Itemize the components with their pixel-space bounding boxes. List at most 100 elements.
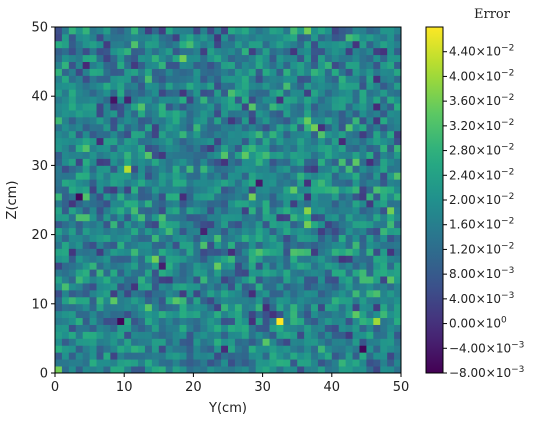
heatmap-cell — [283, 310, 291, 319]
heatmap-cell — [179, 47, 187, 56]
heatmap-cell — [151, 338, 160, 346]
heatmap-cell — [394, 241, 402, 249]
heatmap-cell — [331, 33, 340, 42]
heatmap-cell — [262, 227, 270, 235]
heatmap-cell — [193, 27, 201, 35]
heatmap-cell — [311, 234, 319, 242]
heatmap-cell — [338, 61, 347, 69]
heatmap-cell — [352, 213, 360, 222]
heatmap-cell — [144, 61, 153, 69]
heatmap-cell — [131, 179, 139, 187]
heatmap-cell — [262, 116, 270, 125]
heatmap-cell — [234, 303, 243, 312]
y-tick-label: 40 — [31, 90, 48, 105]
heatmap-cell — [359, 33, 367, 42]
heatmap-cell — [82, 103, 90, 111]
heatmap-cell — [186, 248, 194, 256]
heatmap-cell — [331, 283, 340, 291]
heatmap-cell — [234, 296, 243, 305]
heatmap-cell — [324, 283, 333, 291]
heatmap-cell — [200, 310, 208, 319]
heatmap-cell — [269, 283, 277, 291]
heatmap-cell — [380, 227, 388, 235]
heatmap-cell — [207, 289, 215, 298]
heatmap-cell — [158, 151, 167, 159]
heatmap-cell — [82, 82, 90, 90]
heatmap-cell — [68, 200, 77, 208]
heatmap-cell — [221, 137, 229, 146]
heatmap-cell — [324, 303, 333, 312]
heatmap-cell — [193, 310, 201, 319]
heatmap-cell — [228, 68, 236, 76]
heatmap-cell — [255, 227, 263, 235]
heatmap-cell — [228, 276, 236, 284]
heatmap-cell — [234, 352, 243, 360]
heatmap-cell — [144, 303, 153, 312]
heatmap-cell — [186, 33, 194, 42]
heatmap-cell — [262, 82, 270, 90]
heatmap-cell — [131, 359, 139, 367]
heatmap-cell — [366, 262, 374, 270]
heatmap-cell — [311, 310, 319, 319]
heatmap-cell — [276, 144, 284, 152]
heatmap-cell — [234, 61, 243, 69]
colorbar-tick-label: −4.00×10−3 — [449, 340, 524, 355]
heatmap-cell — [82, 172, 90, 180]
heatmap-cell — [304, 262, 312, 270]
plot-frame — [54, 26, 402, 374]
heatmap-cell — [276, 130, 284, 139]
heatmap-cell — [359, 27, 367, 35]
heatmap-cell — [124, 172, 132, 180]
heatmap-cell — [55, 283, 63, 291]
heatmap-cell — [186, 310, 194, 319]
heatmap-cell — [366, 172, 374, 180]
heatmap-cell — [283, 193, 291, 201]
heatmap-cell — [269, 193, 277, 201]
heatmap-cell — [200, 338, 208, 346]
heatmap-cell — [138, 40, 146, 49]
heatmap-cell — [387, 338, 395, 346]
heatmap-cell — [228, 262, 236, 270]
heatmap-cell — [151, 283, 160, 291]
heatmap-cell — [138, 54, 146, 62]
heatmap-cell — [165, 179, 174, 187]
heatmap-cell — [241, 82, 250, 90]
heatmap-cell — [117, 289, 125, 298]
heatmap-cell — [138, 158, 146, 166]
heatmap-cell — [144, 96, 153, 104]
heatmap-cell — [214, 345, 222, 353]
heatmap-cell — [96, 359, 104, 367]
heatmap-cell — [61, 165, 70, 173]
heatmap-cell — [165, 61, 174, 69]
heatmap-cell — [138, 352, 146, 360]
heatmap-cell — [317, 283, 326, 291]
heatmap-cell — [172, 289, 180, 298]
heatmap-cell — [345, 103, 353, 111]
heatmap-cell — [241, 186, 250, 194]
heatmap-cell — [366, 283, 374, 291]
heatmap-cell — [228, 324, 236, 332]
heatmap-cell — [61, 47, 70, 56]
heatmap-cell — [131, 324, 139, 332]
heatmap-cell — [68, 82, 77, 90]
heatmap-cell — [317, 352, 326, 360]
heatmap-cell — [241, 366, 250, 374]
heatmap-cell — [338, 276, 347, 284]
heatmap-cell — [269, 359, 277, 367]
heatmap-cell — [255, 296, 263, 305]
heatmap-cell — [61, 220, 70, 229]
heatmap-cell — [304, 186, 312, 194]
heatmap-cell — [255, 158, 263, 166]
heatmap-cell — [304, 110, 312, 118]
heatmap-cell — [138, 317, 146, 325]
heatmap-cell — [352, 234, 360, 242]
heatmap-cell — [262, 234, 270, 242]
heatmap-cell — [345, 269, 353, 277]
heatmap-cell — [290, 220, 298, 229]
heatmap-cell — [75, 123, 84, 132]
heatmap-cell — [248, 116, 257, 125]
heatmap-cell — [283, 241, 291, 249]
heatmap-cell — [228, 137, 236, 146]
heatmap-cell — [200, 144, 208, 152]
heatmap-cell — [82, 89, 90, 97]
